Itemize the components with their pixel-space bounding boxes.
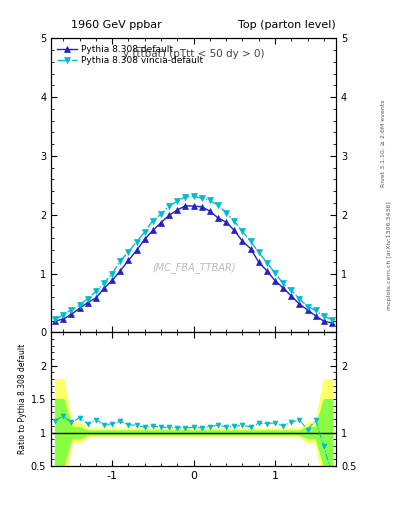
Pythia 8.308 default bbox=[110, 278, 114, 284]
Pythia 8.308 default bbox=[305, 307, 310, 313]
Pythia 8.308 vincia-default bbox=[134, 239, 139, 245]
Pythia 8.308 vincia-default bbox=[126, 249, 131, 255]
Pythia 8.308 vincia-default bbox=[167, 203, 171, 209]
Pythia 8.308 default bbox=[256, 259, 261, 265]
Pythia 8.308 default bbox=[167, 212, 171, 218]
Pythia 8.308 vincia-default bbox=[191, 194, 196, 200]
Text: 1960 GeV ppbar: 1960 GeV ppbar bbox=[71, 20, 162, 31]
Legend: Pythia 8.308 default, Pythia 8.308 vincia-default: Pythia 8.308 default, Pythia 8.308 vinci… bbox=[55, 43, 205, 67]
Pythia 8.308 default bbox=[330, 320, 334, 326]
Pythia 8.308 default bbox=[142, 236, 147, 242]
Pythia 8.308 default bbox=[85, 300, 90, 306]
Pythia 8.308 default bbox=[183, 203, 188, 209]
Pythia 8.308 vincia-default bbox=[142, 229, 147, 235]
Pythia 8.308 vincia-default bbox=[264, 260, 269, 266]
Text: Rivet 3.1.10, ≥ 2.6M events: Rivet 3.1.10, ≥ 2.6M events bbox=[381, 100, 386, 187]
Pythia 8.308 vincia-default bbox=[248, 239, 253, 245]
Pythia 8.308 vincia-default bbox=[224, 209, 228, 216]
Pythia 8.308 vincia-default bbox=[94, 288, 98, 294]
Pythia 8.308 vincia-default bbox=[102, 280, 107, 286]
Pythia 8.308 vincia-default bbox=[175, 198, 180, 204]
Pythia 8.308 vincia-default bbox=[77, 303, 82, 309]
Pythia 8.308 vincia-default bbox=[159, 211, 163, 217]
Pythia 8.308 default bbox=[273, 278, 277, 284]
Pythia 8.308 default bbox=[216, 215, 220, 221]
Pythia 8.308 default bbox=[297, 301, 302, 307]
Pythia 8.308 default bbox=[118, 268, 123, 274]
Pythia 8.308 vincia-default bbox=[85, 295, 90, 302]
Pythia 8.308 default bbox=[53, 318, 57, 324]
Line: Pythia 8.308 vincia-default: Pythia 8.308 vincia-default bbox=[52, 194, 335, 323]
Pythia 8.308 default bbox=[264, 268, 269, 274]
Pythia 8.308 vincia-default bbox=[297, 295, 302, 302]
Pythia 8.308 default bbox=[151, 227, 155, 233]
Y-axis label: Ratio to Pythia 8.308 default: Ratio to Pythia 8.308 default bbox=[18, 344, 27, 454]
Pythia 8.308 vincia-default bbox=[53, 316, 57, 323]
Pythia 8.308 default bbox=[159, 220, 163, 226]
Pythia 8.308 vincia-default bbox=[330, 316, 334, 323]
Pythia 8.308 default bbox=[281, 285, 285, 291]
Pythia 8.308 vincia-default bbox=[110, 271, 114, 277]
Pythia 8.308 vincia-default bbox=[118, 258, 123, 264]
Pythia 8.308 default bbox=[102, 285, 107, 291]
Pythia 8.308 vincia-default bbox=[199, 195, 204, 201]
Pythia 8.308 default bbox=[134, 247, 139, 253]
Text: mcplots.cern.ch [arXiv:1306.3436]: mcplots.cern.ch [arXiv:1306.3436] bbox=[387, 202, 392, 310]
Pythia 8.308 default bbox=[126, 258, 131, 264]
Pythia 8.308 default bbox=[289, 293, 294, 299]
Text: y (t͞tbar) (pTtt < 50 dy > 0): y (t͞tbar) (pTtt < 50 dy > 0) bbox=[123, 47, 264, 59]
Pythia 8.308 default bbox=[224, 219, 228, 225]
Pythia 8.308 vincia-default bbox=[321, 313, 326, 319]
Pythia 8.308 default bbox=[240, 238, 245, 244]
Pythia 8.308 default bbox=[69, 311, 74, 317]
Pythia 8.308 default bbox=[208, 208, 212, 214]
Pythia 8.308 vincia-default bbox=[240, 228, 245, 234]
Pythia 8.308 vincia-default bbox=[69, 307, 74, 313]
Pythia 8.308 vincia-default bbox=[208, 197, 212, 203]
Pythia 8.308 default bbox=[77, 305, 82, 311]
Pythia 8.308 default bbox=[313, 313, 318, 319]
Pythia 8.308 vincia-default bbox=[289, 287, 294, 293]
Pythia 8.308 default bbox=[175, 207, 180, 213]
Pythia 8.308 default bbox=[61, 316, 66, 322]
Pythia 8.308 default bbox=[232, 227, 237, 233]
Pythia 8.308 default bbox=[191, 203, 196, 209]
Pythia 8.308 vincia-default bbox=[183, 194, 188, 200]
Pythia 8.308 vincia-default bbox=[313, 307, 318, 313]
Text: Top (parton level): Top (parton level) bbox=[238, 20, 336, 31]
Pythia 8.308 default bbox=[248, 245, 253, 251]
Pythia 8.308 vincia-default bbox=[273, 270, 277, 276]
Pythia 8.308 vincia-default bbox=[305, 304, 310, 310]
Pythia 8.308 vincia-default bbox=[232, 218, 237, 224]
Pythia 8.308 vincia-default bbox=[216, 202, 220, 208]
Text: (MC_FBA_TTBAR): (MC_FBA_TTBAR) bbox=[152, 262, 235, 273]
Pythia 8.308 vincia-default bbox=[281, 280, 285, 286]
Pythia 8.308 default bbox=[321, 318, 326, 324]
Pythia 8.308 default bbox=[199, 204, 204, 210]
Pythia 8.308 vincia-default bbox=[151, 218, 155, 224]
Pythia 8.308 vincia-default bbox=[61, 311, 66, 317]
Pythia 8.308 default bbox=[94, 295, 98, 301]
Line: Pythia 8.308 default: Pythia 8.308 default bbox=[52, 203, 335, 326]
Pythia 8.308 vincia-default bbox=[256, 249, 261, 255]
